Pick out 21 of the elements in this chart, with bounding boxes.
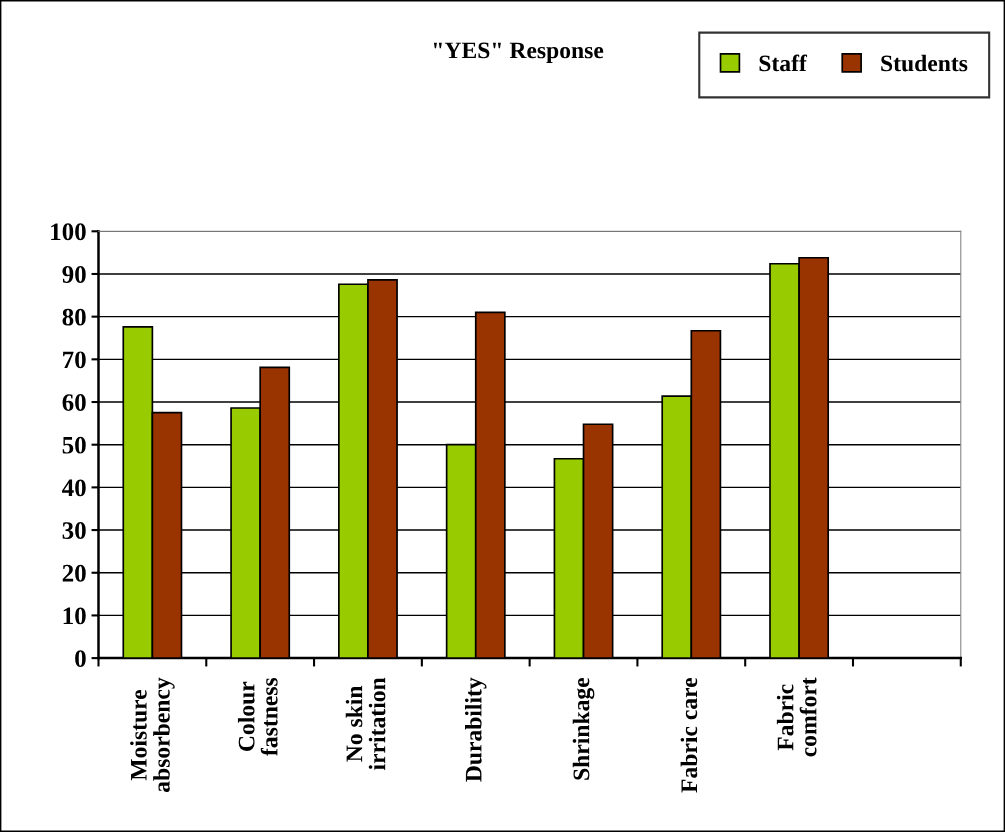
legend-label: Students — [881, 54, 968, 72]
x-tick-label: Shrinkage — [572, 677, 595, 780]
y-tick-label: 40 — [62, 479, 86, 497]
y-tick-label: 0 — [75, 650, 86, 668]
x-tick-label: Fabric comfort — [776, 677, 817, 757]
x-tick-label: Fabric care — [680, 677, 698, 793]
x-tick-label: Colour fastness — [237, 677, 278, 756]
legend-label: Staff — [759, 54, 808, 72]
x-tick-label: No skin irritation — [345, 677, 386, 770]
chart-title: "YES" Response — [433, 42, 604, 64]
y-tick-label: 10 — [63, 607, 86, 625]
x-tick-label: Moisture absorbency — [130, 677, 175, 792]
y-tick-label: 20 — [62, 564, 86, 582]
y-tick-label: 60 — [62, 394, 86, 411]
y-tick-label: 90 — [62, 266, 86, 283]
y-tick-label: 100 — [51, 223, 86, 241]
x-tick-label: Durability — [465, 677, 487, 782]
y-tick-label: 70 — [63, 351, 86, 369]
y-tick-label: 50 — [62, 436, 86, 454]
y-tick-label: 80 — [62, 308, 86, 326]
y-tick-label: 30 — [62, 522, 86, 539]
